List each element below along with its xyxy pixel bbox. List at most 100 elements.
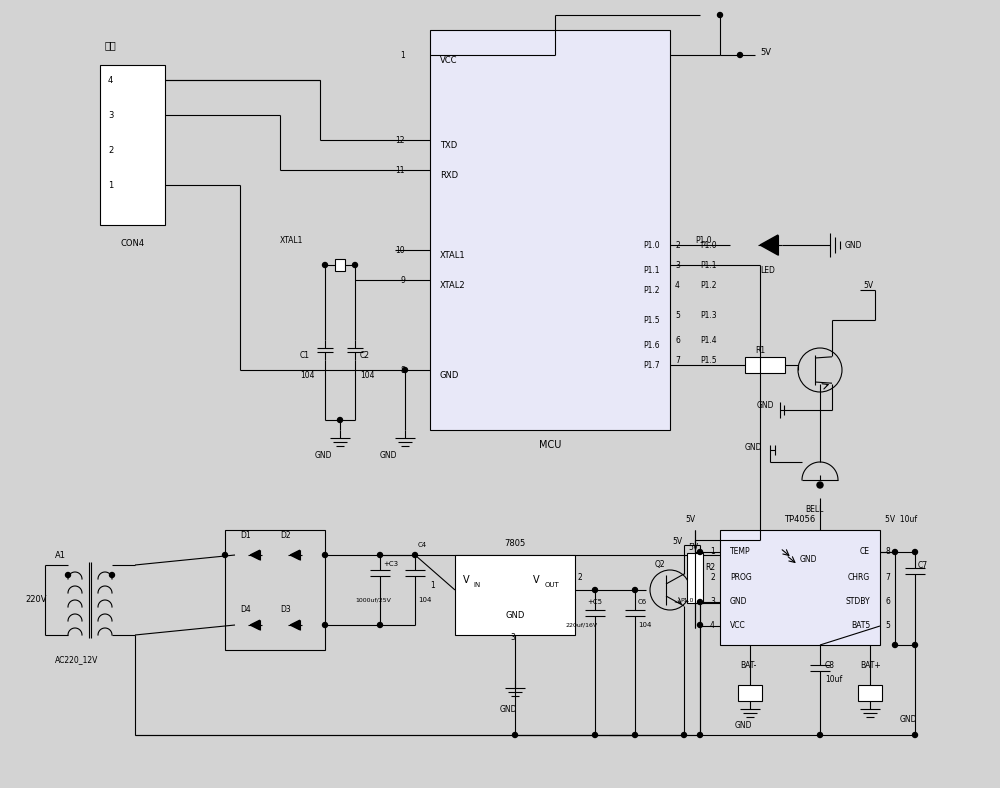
Text: 104: 104 <box>638 622 651 628</box>
Text: RXD: RXD <box>440 170 458 180</box>
Text: BAT+: BAT+ <box>860 660 881 670</box>
Text: 3: 3 <box>108 110 113 120</box>
Text: OUT: OUT <box>545 582 560 588</box>
Text: TXD: TXD <box>440 140 457 150</box>
Text: P1.1: P1.1 <box>700 261 716 269</box>
Text: 3: 3 <box>710 597 715 607</box>
Circle shape <box>413 552 418 557</box>
Text: P1.0: P1.0 <box>695 236 712 244</box>
Text: 1: 1 <box>400 50 405 60</box>
Text: 1: 1 <box>710 548 715 556</box>
Bar <box>738 685 762 701</box>
Text: 4: 4 <box>108 76 113 84</box>
Text: MCU: MCU <box>539 440 561 450</box>
Text: 5V: 5V <box>688 544 698 552</box>
Text: 5V: 5V <box>672 537 682 547</box>
Text: V: V <box>533 575 540 585</box>
Text: 8: 8 <box>885 548 890 556</box>
Bar <box>745 357 785 373</box>
Text: 7805: 7805 <box>504 538 526 548</box>
Text: BAT-: BAT- <box>740 660 756 670</box>
Circle shape <box>893 549 898 555</box>
Circle shape <box>698 549 702 555</box>
Circle shape <box>222 552 228 557</box>
Circle shape <box>912 733 918 738</box>
Text: 5V: 5V <box>863 281 873 289</box>
Circle shape <box>698 623 702 627</box>
Text: 10uf: 10uf <box>825 675 842 685</box>
Circle shape <box>738 53 742 58</box>
Text: GND: GND <box>730 597 748 607</box>
Text: P1.7: P1.7 <box>643 360 660 370</box>
Text: 2: 2 <box>577 573 582 582</box>
Polygon shape <box>290 620 300 630</box>
Text: 104: 104 <box>300 370 314 380</box>
Text: 8: 8 <box>400 366 405 374</box>
Text: 6: 6 <box>885 597 890 607</box>
Text: 7: 7 <box>675 355 680 365</box>
Text: 2: 2 <box>108 146 113 154</box>
Text: TEMP: TEMP <box>730 548 751 556</box>
Text: STDBY: STDBY <box>845 597 870 607</box>
Text: VCC: VCC <box>440 55 458 65</box>
Text: P1.2: P1.2 <box>700 281 716 289</box>
Text: TP4056: TP4056 <box>784 515 816 525</box>
Circle shape <box>592 733 598 738</box>
Text: XTAL2: XTAL2 <box>440 281 466 289</box>
Bar <box>225 530 325 650</box>
Text: CHRG: CHRG <box>848 574 870 582</box>
Text: 4: 4 <box>675 281 680 289</box>
Text: GND: GND <box>380 451 398 459</box>
Text: 9: 9 <box>400 276 405 284</box>
Text: C4: C4 <box>418 542 427 548</box>
Text: +C5: +C5 <box>587 599 602 605</box>
Text: P1.2: P1.2 <box>644 285 660 295</box>
Text: 104: 104 <box>418 597 431 603</box>
Text: GND: GND <box>440 370 459 380</box>
Text: LED: LED <box>760 266 775 274</box>
Text: P1.5: P1.5 <box>700 355 717 365</box>
Polygon shape <box>250 550 260 559</box>
Text: Q2: Q2 <box>655 560 666 570</box>
Text: 5V: 5V <box>760 47 771 57</box>
Circle shape <box>402 367 408 373</box>
Circle shape <box>718 13 722 17</box>
Text: 11: 11 <box>396 165 405 174</box>
Circle shape <box>322 552 328 557</box>
Text: GND: GND <box>757 400 774 410</box>
Circle shape <box>110 573 114 578</box>
Text: 5: 5 <box>885 622 890 630</box>
Circle shape <box>698 600 702 604</box>
Text: IN: IN <box>473 582 480 588</box>
Text: D2: D2 <box>280 530 291 540</box>
Text: PROG: PROG <box>730 574 752 582</box>
Text: 1: 1 <box>108 180 113 189</box>
Circle shape <box>378 552 382 557</box>
Text: 220uf/16V: 220uf/16V <box>565 623 597 627</box>
Circle shape <box>378 623 382 627</box>
Text: R2: R2 <box>705 563 715 573</box>
Text: C7: C7 <box>918 560 928 570</box>
Text: D1: D1 <box>240 530 251 540</box>
Bar <box>720 530 880 645</box>
Text: C6: C6 <box>638 599 647 605</box>
Text: P1.0: P1.0 <box>700 240 717 250</box>
Text: GND: GND <box>845 240 862 250</box>
Text: 12: 12 <box>396 136 405 144</box>
Text: 104: 104 <box>360 370 374 380</box>
Text: 蓝牙: 蓝牙 <box>105 40 117 50</box>
Circle shape <box>592 588 598 593</box>
Text: 3: 3 <box>675 261 680 269</box>
Text: C8: C8 <box>825 660 835 670</box>
Text: 1000uf/25V: 1000uf/25V <box>355 597 391 603</box>
Text: P1.6: P1.6 <box>643 340 660 350</box>
Circle shape <box>66 573 70 578</box>
Text: +C3: +C3 <box>383 561 398 567</box>
Circle shape <box>817 482 823 488</box>
Bar <box>858 685 882 701</box>
Text: P1.4: P1.4 <box>700 336 717 344</box>
Text: R1: R1 <box>755 345 765 355</box>
Text: D3: D3 <box>280 605 291 615</box>
Text: P1.0: P1.0 <box>680 597 693 603</box>
Text: GND: GND <box>900 716 918 724</box>
